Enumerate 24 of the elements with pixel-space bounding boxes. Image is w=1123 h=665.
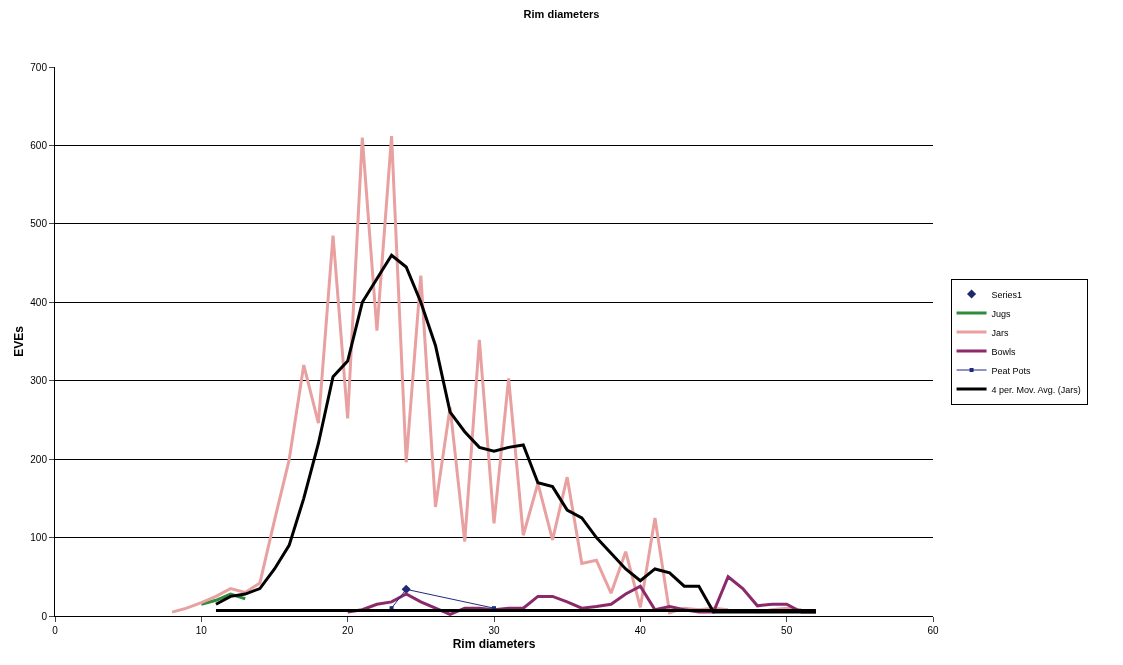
- x-tick-label: 40: [634, 625, 647, 636]
- x-tick-label: 0: [52, 625, 59, 636]
- x-tick-label: 30: [488, 625, 500, 636]
- y-tick-label: 500: [30, 218, 48, 230]
- x-tick-label: 10: [195, 625, 208, 636]
- y-tick-label: 200: [30, 453, 48, 465]
- y-tick-label: 300: [30, 375, 48, 387]
- x-tick-label: 20: [342, 625, 354, 636]
- legend-label: Jars: [991, 327, 1010, 338]
- y-tick-label: 400: [30, 296, 48, 308]
- y-tick-label: 700: [30, 61, 48, 73]
- legend-label: Bowls: [991, 346, 1017, 357]
- y-tick-label: 0: [41, 610, 48, 622]
- y-tick-label: 100: [30, 532, 48, 544]
- y-axis-title: EVEs: [11, 325, 26, 357]
- legend-label: Series1: [991, 289, 1023, 300]
- x-tick-label: 50: [781, 625, 793, 636]
- y-tick-label: 600: [30, 139, 48, 151]
- chart-title: Rim diameters: [523, 7, 600, 20]
- legend-label: 4 per. Mov. Avg. (Jars): [991, 384, 1081, 395]
- legend-label: Peat Pots: [991, 365, 1032, 376]
- legend-label: Jugs: [991, 308, 1012, 319]
- x-tick-label: 60: [927, 625, 939, 636]
- x-axis-title: Rim diameters: [452, 636, 536, 651]
